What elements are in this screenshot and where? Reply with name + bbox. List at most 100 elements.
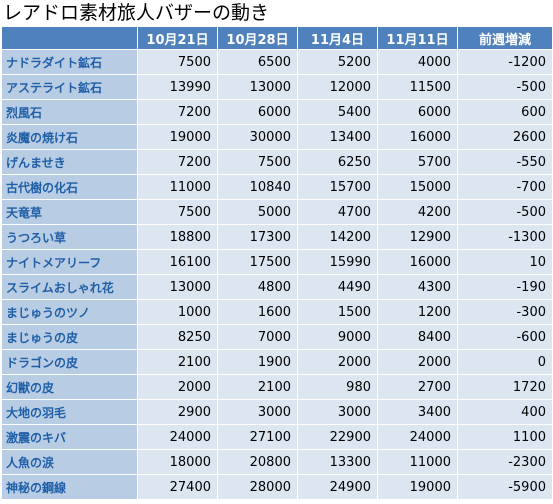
header-cell: 11月11日 [377, 26, 458, 50]
price-cell: 4300 [377, 274, 458, 300]
price-cell: 1000 [137, 299, 218, 325]
price-cell: 2700 [377, 374, 458, 400]
price-cell: -700 [457, 174, 553, 200]
price-cell: 1100 [457, 424, 553, 450]
price-cell: 1720 [457, 374, 553, 400]
item-name: げんませき [1, 149, 138, 175]
price-cell: 17300 [217, 224, 298, 250]
price-cell: 1600 [217, 299, 298, 325]
header-cell: 11月4日 [297, 26, 378, 50]
price-cell: 9000 [297, 324, 378, 350]
header-cell: 前週増減 [457, 26, 553, 50]
price-cell: 18000 [137, 449, 218, 475]
item-name: まじゅうのツノ [1, 299, 138, 325]
price-cell: 19000 [137, 124, 218, 150]
price-cell: 10 [457, 249, 553, 275]
item-name: 大地の羽毛 [1, 399, 138, 425]
price-cell: 1200 [377, 299, 458, 325]
table-row: 人魚の涙 18000 20800 13300 11000 -2300 [1, 449, 553, 475]
price-cell: 10840 [217, 174, 298, 200]
price-cell: -600 [457, 324, 553, 350]
price-cell: 6500 [217, 49, 298, 75]
price-cell: 8400 [377, 324, 458, 350]
price-cell: 28000 [217, 474, 298, 500]
price-cell: 16000 [377, 124, 458, 150]
price-cell: 27100 [217, 424, 298, 450]
price-cell: 11500 [377, 74, 458, 100]
price-cell: 30000 [217, 124, 298, 150]
price-cell: 16000 [377, 249, 458, 275]
price-cell: 4000 [377, 49, 458, 75]
price-cell: 600 [457, 99, 553, 125]
item-name: 人魚の涙 [1, 449, 138, 475]
header-row: 10月21日 10月28日 11月4日 11月11日 前週増減 [1, 26, 553, 50]
table-row: 天竜草 7500 5000 4700 4200 -500 [1, 199, 553, 225]
price-cell: 5000 [217, 199, 298, 225]
price-cell: 2600 [457, 124, 553, 150]
price-cell: 3400 [377, 399, 458, 425]
price-cell: 2100 [137, 349, 218, 375]
price-cell: 5400 [297, 99, 378, 125]
price-cell: 15000 [377, 174, 458, 200]
price-cell: 13000 [217, 74, 298, 100]
item-name: 激震のキバ [1, 424, 138, 450]
price-cell: 2000 [297, 349, 378, 375]
table-row: スライムおしゃれ花 13000 4800 4490 4300 -190 [1, 274, 553, 300]
price-cell: 17500 [217, 249, 298, 275]
item-name: 神秘の鋼線 [1, 474, 138, 500]
price-cell: 2000 [137, 374, 218, 400]
price-cell: 13000 [137, 274, 218, 300]
table-row: ドラゴンの皮 2100 1900 2000 2000 0 [1, 349, 553, 375]
price-cell: 6000 [217, 99, 298, 125]
table-row: アステライト鉱石 13990 13000 12000 11500 -500 [1, 74, 553, 100]
price-cell: 2100 [217, 374, 298, 400]
price-cell: 18800 [137, 224, 218, 250]
price-cell: 7200 [137, 149, 218, 175]
header-cell: 10月21日 [137, 26, 218, 50]
price-cell: 3000 [297, 399, 378, 425]
table-row: 幻獣の皮 2000 2100 980 2700 1720 [1, 374, 553, 400]
item-name: うつろい草 [1, 224, 138, 250]
price-cell: 13400 [297, 124, 378, 150]
price-cell: -500 [457, 74, 553, 100]
price-cell: 22900 [297, 424, 378, 450]
price-cell: 13990 [137, 74, 218, 100]
price-cell: 13300 [297, 449, 378, 475]
item-name: ドラゴンの皮 [1, 349, 138, 375]
price-cell: 7000 [217, 324, 298, 350]
price-cell: 12000 [297, 74, 378, 100]
item-name: 幻獣の皮 [1, 374, 138, 400]
price-cell: 14200 [297, 224, 378, 250]
header-cell: 10月28日 [217, 26, 298, 50]
price-cell: 5200 [297, 49, 378, 75]
price-cell: 11000 [137, 174, 218, 200]
header-cell [1, 26, 138, 50]
price-cell: 7500 [137, 49, 218, 75]
price-cell: 1900 [217, 349, 298, 375]
table-row: ナドラダイト鉱石 7500 6500 5200 4000 -1200 [1, 49, 553, 75]
price-cell: -550 [457, 149, 553, 175]
price-table: 10月21日 10月28日 11月4日 11月11日 前週増減 ナドラダイト鉱石 7500… [1, 26, 553, 500]
price-cell: 16100 [137, 249, 218, 275]
price-cell: 20800 [217, 449, 298, 475]
price-cell: 11000 [377, 449, 458, 475]
price-cell: 4800 [217, 274, 298, 300]
price-cell: 15700 [297, 174, 378, 200]
price-cell: -500 [457, 199, 553, 225]
price-cell: 980 [297, 374, 378, 400]
table-row: まじゅうの皮 8250 7000 9000 8400 -600 [1, 324, 553, 350]
price-cell: 7200 [137, 99, 218, 125]
price-cell: -190 [457, 274, 553, 300]
price-cell: -2300 [457, 449, 553, 475]
table-row: 激震のキバ 24000 27100 22900 24000 1100 [1, 424, 553, 450]
price-cell: 1500 [297, 299, 378, 325]
item-name: 烈風石 [1, 99, 138, 125]
price-cell: 6250 [297, 149, 378, 175]
price-cell: 5700 [377, 149, 458, 175]
price-cell: 4200 [377, 199, 458, 225]
price-cell: 2900 [137, 399, 218, 425]
price-cell: 27400 [137, 474, 218, 500]
price-cell: 4700 [297, 199, 378, 225]
price-cell: 4490 [297, 274, 378, 300]
